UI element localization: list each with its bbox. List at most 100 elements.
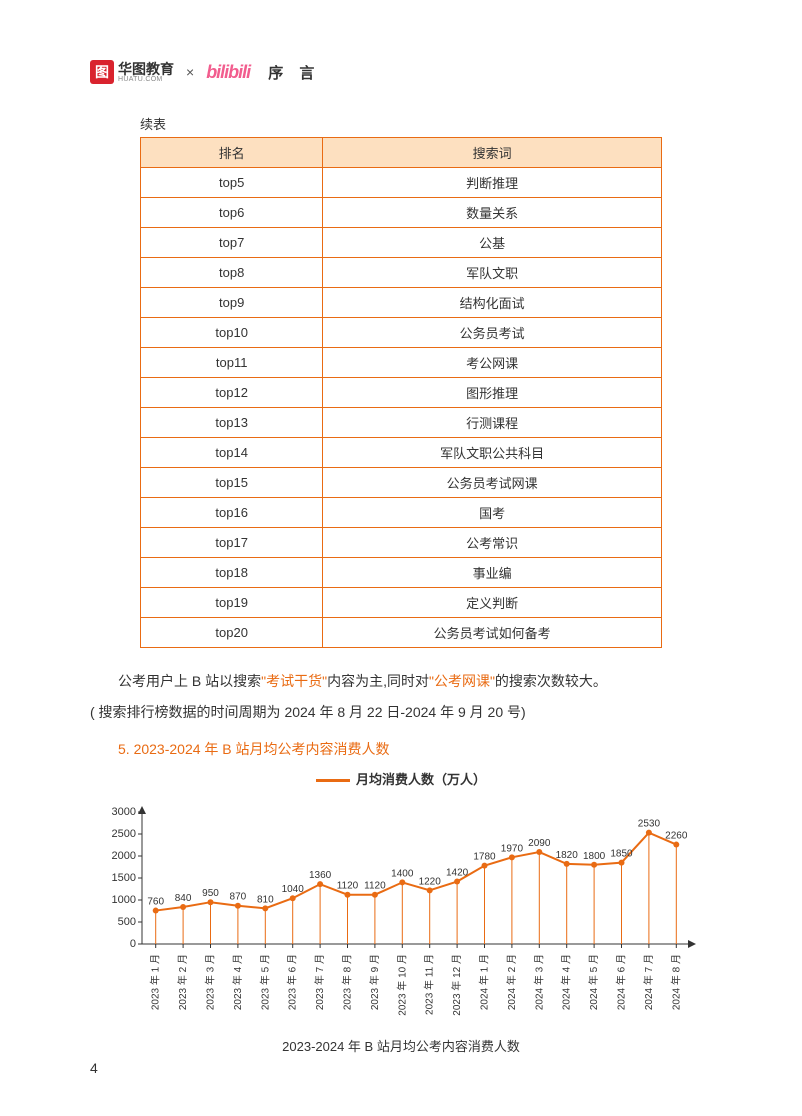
term-cell: 结构化面试 (323, 288, 662, 318)
highlight-1: "考试干货" (261, 673, 327, 689)
svg-text:2024 年 6 月: 2024 年 6 月 (615, 954, 628, 1010)
highlight-2: "公考网课" (429, 673, 495, 689)
table-row: top17公考常识 (141, 528, 662, 558)
svg-text:2023 年 11 月: 2023 年 11 月 (423, 954, 436, 1015)
term-cell: 考公网课 (323, 348, 662, 378)
svg-text:2023 年 12 月: 2023 年 12 月 (450, 954, 463, 1016)
svg-text:3000: 3000 (112, 806, 136, 818)
rank-cell: top12 (141, 378, 323, 408)
table-row: top6数量关系 (141, 198, 662, 228)
table-row: top14军队文职公共科目 (141, 438, 662, 468)
term-cell: 军队文职 (323, 258, 662, 288)
term-cell: 事业编 (323, 558, 662, 588)
table-caption: 续表 (140, 114, 662, 133)
page-header: 图 华图教育 HUATU.COM × bilibili 序 言 (90, 60, 712, 84)
svg-text:2024 年 5 月: 2024 年 5 月 (587, 954, 600, 1010)
term-cell: 图形推理 (323, 378, 662, 408)
svg-text:870: 870 (230, 892, 247, 903)
svg-text:1000: 1000 (112, 894, 136, 906)
svg-text:2024 年 4 月: 2024 年 4 月 (560, 954, 573, 1010)
svg-text:2024 年 8 月: 2024 年 8 月 (669, 954, 682, 1010)
table-row: top5判断推理 (141, 168, 662, 198)
table-row: top13行测课程 (141, 408, 662, 438)
svg-text:2023 年 1 月: 2023 年 1 月 (149, 954, 162, 1010)
svg-text:2023 年 4 月: 2023 年 4 月 (231, 954, 244, 1010)
svg-text:2023 年 3 月: 2023 年 3 月 (204, 954, 217, 1010)
table-row: top16国考 (141, 498, 662, 528)
term-cell: 公务员考试如何备考 (323, 618, 662, 648)
svg-text:1220: 1220 (419, 877, 442, 888)
term-cell: 公务员考试网课 (323, 468, 662, 498)
rank-cell: top14 (141, 438, 323, 468)
term-cell: 公务员考试 (323, 318, 662, 348)
svg-text:1820: 1820 (556, 850, 579, 861)
monthly-users-chart: 月均消费人数（万人） 05001000150020002500300076020… (100, 769, 702, 1055)
term-cell: 国考 (323, 498, 662, 528)
page-number: 4 (90, 1060, 98, 1076)
svg-text:0: 0 (130, 938, 136, 950)
huatu-name-en: HUATU.COM (118, 76, 174, 83)
term-cell: 定义判断 (323, 588, 662, 618)
table-row: top9结构化面试 (141, 288, 662, 318)
svg-text:1500: 1500 (112, 872, 136, 884)
table-row: top20公务员考试如何备考 (141, 618, 662, 648)
table-row: top8军队文职 (141, 258, 662, 288)
rank-cell: top5 (141, 168, 323, 198)
svg-text:1800: 1800 (583, 851, 606, 862)
svg-text:1850: 1850 (610, 849, 633, 860)
rank-cell: top18 (141, 558, 323, 588)
svg-text:2023 年 8 月: 2023 年 8 月 (341, 954, 354, 1010)
rank-cell: top15 (141, 468, 323, 498)
term-cell: 军队文职公共科目 (323, 438, 662, 468)
svg-text:2024 年 1 月: 2024 年 1 月 (478, 954, 491, 1010)
svg-text:2024 年 3 月: 2024 年 3 月 (532, 954, 545, 1010)
term-cell: 公基 (323, 228, 662, 258)
svg-text:2023 年 5 月: 2023 年 5 月 (258, 954, 271, 1010)
table-row: top7公基 (141, 228, 662, 258)
svg-text:2260: 2260 (665, 831, 688, 842)
table-row: top18事业编 (141, 558, 662, 588)
rank-cell: top19 (141, 588, 323, 618)
term-cell: 行测课程 (323, 408, 662, 438)
term-cell: 公考常识 (323, 528, 662, 558)
svg-text:1400: 1400 (391, 869, 414, 880)
rank-cell: top6 (141, 198, 323, 228)
line-chart-svg: 0500100015002000250030007602023 年 1 月840… (100, 794, 700, 1024)
svg-text:2023 年 2 月: 2023 年 2 月 (176, 954, 189, 1010)
svg-text:2023 年 10 月: 2023 年 10 月 (395, 954, 408, 1016)
rank-cell: top17 (141, 528, 323, 558)
svg-text:1120: 1120 (337, 881, 359, 892)
chart-legend: 月均消费人数（万人） (100, 769, 702, 788)
paragraph-1: 公考用户上 B 站以搜索"考试干货"内容为主,同时对"公考网课"的搜索次数较大。 (90, 668, 712, 695)
svg-text:760: 760 (147, 897, 164, 908)
col-rank: 排名 (141, 138, 323, 168)
svg-text:840: 840 (175, 893, 192, 904)
rank-cell: top13 (141, 408, 323, 438)
table-row: top15公务员考试网课 (141, 468, 662, 498)
col-term: 搜索词 (323, 138, 662, 168)
bilibili-logo: bilibili (206, 62, 250, 83)
rank-cell: top7 (141, 228, 323, 258)
rank-cell: top20 (141, 618, 323, 648)
svg-text:1040: 1040 (282, 884, 305, 895)
huatu-icon: 图 (90, 60, 114, 84)
section-label: 序 言 (268, 62, 320, 83)
svg-text:2024 年 7 月: 2024 年 7 月 (642, 954, 655, 1010)
table-row: top11考公网课 (141, 348, 662, 378)
rank-cell: top8 (141, 258, 323, 288)
legend-line-icon (316, 779, 350, 782)
paragraph-2: ( 搜索排行榜数据的时间周期为 2024 年 8 月 22 日-2024 年 9… (90, 699, 712, 726)
huatu-logo: 图 华图教育 HUATU.COM (90, 60, 174, 84)
term-cell: 数量关系 (323, 198, 662, 228)
rank-cell: top10 (141, 318, 323, 348)
svg-text:2023 年 9 月: 2023 年 9 月 (368, 954, 381, 1010)
table-row: top10公务员考试 (141, 318, 662, 348)
svg-text:2024 年 2 月: 2024 年 2 月 (505, 954, 518, 1010)
svg-text:2000: 2000 (112, 850, 136, 862)
svg-text:950: 950 (202, 888, 219, 899)
section-5-heading: 5. 2023-2024 年 B 站月均公考内容消费人数 (90, 739, 712, 759)
svg-text:2023 年 7 月: 2023 年 7 月 (313, 954, 326, 1010)
svg-text:2530: 2530 (638, 819, 661, 830)
times-icon: × (186, 64, 194, 80)
svg-text:500: 500 (118, 916, 136, 928)
